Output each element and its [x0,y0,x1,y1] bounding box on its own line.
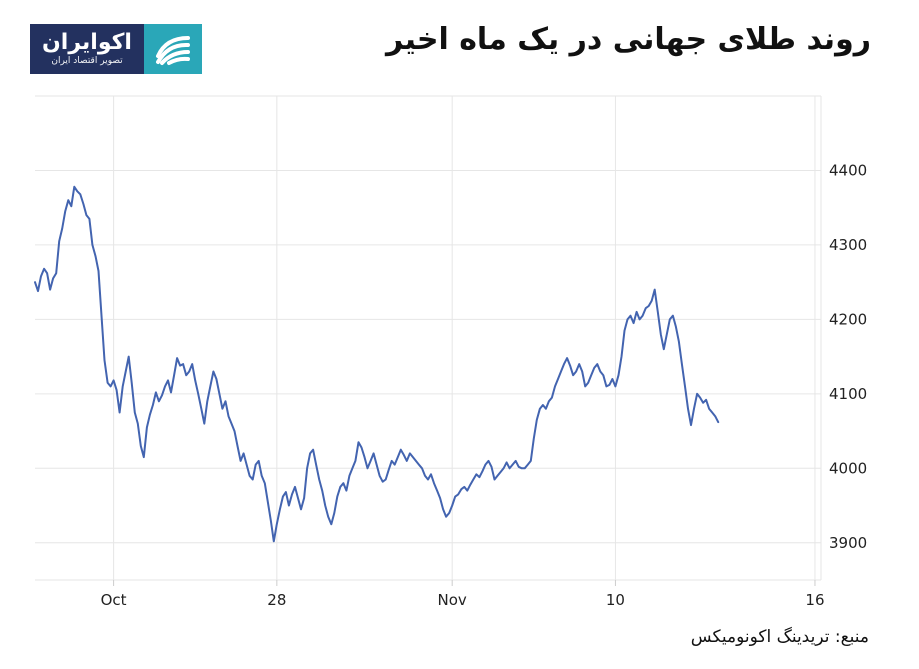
y-tick-label: 4400 [829,161,867,179]
y-tick-label: 4200 [829,310,867,328]
gold-price-line [34,185,720,543]
brand-logo: اکوایران تصویر اقتصاد ایران [30,24,202,74]
page-title: روند طلای جهانی در یک ماه اخیر [385,22,871,57]
y-tick-label: 4000 [829,459,867,477]
source-note: منبع: تریدینگ اکونومیکس [690,627,869,647]
logo-name: اکوایران [42,30,132,55]
stripes-logo-icon [144,24,202,74]
y-tick-label: 4100 [829,385,867,403]
x-tick-label: 16 [805,591,824,609]
y-tick-label: 4300 [829,236,867,254]
logo-tagline: تصویر اقتصاد ایران [51,56,123,66]
y-tick-label: 3900 [829,534,867,552]
x-tick-label: Nov [438,591,467,609]
x-tick-label: 28 [267,591,286,609]
stripes-logo-glyph [156,36,190,65]
x-tick-label: Oct [101,591,127,609]
logo-text-block: اکوایران تصویر اقتصاد ایران [30,24,144,74]
x-tick-label: 10 [606,591,625,609]
